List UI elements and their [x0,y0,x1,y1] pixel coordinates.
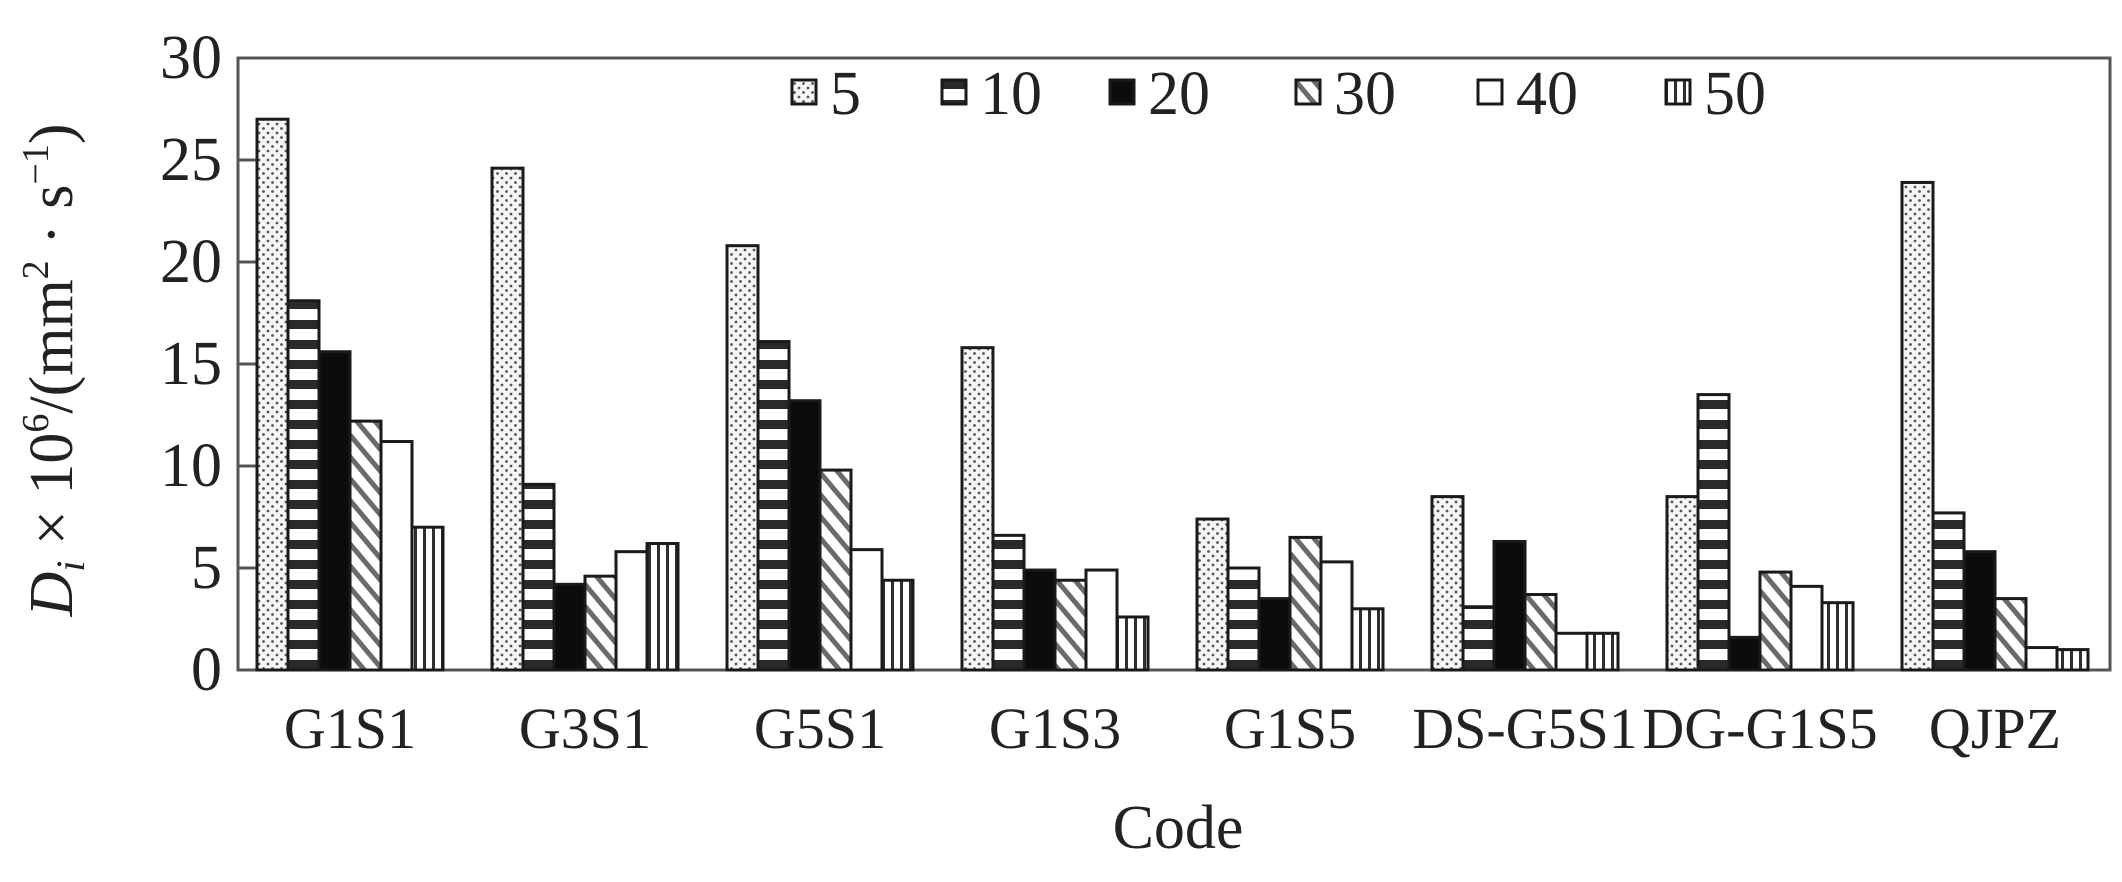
legend-item-40: 40 [1476,60,1578,128]
bar-dg-g1s5-10 [1696,393,1731,672]
bar-g5s1-40 [849,548,884,672]
bar-g1s5-30 [1288,535,1323,672]
bar-group-qjpz [1900,180,2090,672]
legend-item-50: 50 [1664,60,1766,128]
bar-qjpz-10 [1931,511,1966,672]
bar-qjpz-5 [1900,180,1935,672]
legend-swatch [1476,78,1504,106]
bar-ds-g5s1-5 [1430,495,1465,672]
bar-ds-g5s1-20 [1492,539,1527,672]
bar-qjpz-20 [1962,550,1997,672]
x-tick-label: DS-G5S1 [1412,696,1638,761]
x-tick-label: G1S5 [1224,696,1356,761]
bar-group-g5s1 [725,244,915,672]
bar-g3s1-30 [583,574,618,672]
bar-qjpz-30 [1993,597,2028,672]
bar-g1s1-5 [255,117,290,672]
bar-g1s3-20 [1022,568,1057,672]
bar-dg-g1s5-5 [1665,495,1700,672]
bar-g1s3-50 [1115,615,1150,672]
bar-g3s1-50 [645,542,680,672]
bar-ds-g5s1-30 [1523,593,1558,672]
bar-g1s5-20 [1257,597,1292,672]
bar-g5s1-30 [818,468,853,672]
y-axis: 0 5 10 15 20 25 30 [160,24,256,704]
legend-swatch [940,78,968,106]
x-tick-label: G5S1 [754,696,886,761]
bar-dg-g1s5-40 [1789,584,1824,672]
y-tick-label: 5 [191,534,222,602]
legend-item-30: 30 [1294,60,1396,128]
bar-g1s1-50 [410,525,445,672]
x-axis-title: Code [1113,794,1244,862]
bar-g1s5-5 [1195,517,1230,672]
legend-item-10: 10 [940,60,1042,128]
legend-label: 50 [1704,60,1766,128]
legend-swatch [1664,78,1692,106]
y-tick-label: 25 [160,126,222,194]
bar-group-dg-g1s5 [1665,393,1855,672]
bar-g5s1-50 [880,578,915,672]
legend-label: 10 [980,60,1042,128]
legend-swatch [1294,78,1322,106]
bar-g1s1-10 [286,299,321,672]
bar-dg-g1s5-50 [1820,601,1855,672]
bar-dg-g1s5-30 [1758,570,1793,672]
bar-group-ds-g5s1 [1430,495,1620,672]
bar-ds-g5s1-40 [1554,631,1589,672]
x-tick-label: DG-G1S5 [1642,696,1877,761]
x-tick-label: G1S1 [284,696,416,761]
y-tick-label: 15 [160,330,222,398]
bar-g5s1-10 [756,340,791,672]
legend-item-5: 5 [790,60,861,128]
x-tick-label: G3S1 [519,696,651,761]
bar-g1s5-50 [1350,607,1385,672]
bar-group-g3s1 [490,166,680,672]
legend-label: 40 [1516,60,1578,128]
bar-group-g1s1 [255,117,445,672]
bar-g3s1-10 [521,482,556,672]
y-tick-label: 0 [191,636,222,704]
bar-g1s3-30 [1053,578,1088,672]
legend-label: 30 [1334,60,1396,128]
bar-g3s1-20 [552,582,587,672]
legend-item-20: 20 [1108,60,1210,128]
x-tick-label: QJPZ [1929,696,2061,761]
y-axis-title: Di × 106/(mm2 · s−1) [15,123,93,617]
legend-label: 5 [830,60,861,128]
bar-g1s5-10 [1226,566,1261,672]
bar-ds-g5s1-10 [1461,605,1496,672]
bar-g3s1-40 [614,550,649,672]
x-axis-category-labels: G1S1 G3S1 G5S1 G1S3 G1S5 DS-G5S1 DG-G1S5 QJPZ [284,696,2061,761]
y-tick-label: 20 [160,228,222,296]
bar-series [255,117,2090,672]
legend-label: 20 [1148,60,1210,128]
x-tick-label: G1S3 [989,696,1121,761]
y-tick-label: 10 [160,432,222,500]
bar-dg-g1s5-20 [1727,635,1762,672]
bar-group-g1s3 [960,346,1150,672]
bar-g1s1-30 [348,419,383,672]
bar-g1s3-10 [991,533,1026,672]
legend: 5 10 20 30 40 50 [790,60,1766,128]
bar-ds-g5s1-50 [1585,631,1620,672]
bar-g5s1-20 [787,399,822,672]
bar-qjpz-50 [2055,648,2090,672]
bar-g5s1-5 [725,244,760,672]
legend-swatch [790,78,818,106]
bar-g3s1-5 [490,166,525,672]
legend-swatch [1108,78,1136,106]
bar-g1s3-5 [960,346,995,672]
bar-group-g1s5 [1195,517,1385,672]
bar-g1s5-40 [1319,560,1354,672]
bar-g1s1-20 [317,350,352,672]
bar-g1s1-40 [379,440,414,672]
bar-g1s3-40 [1084,568,1119,672]
y-tick-label: 30 [160,24,222,92]
bar-qjpz-40 [2024,646,2059,672]
